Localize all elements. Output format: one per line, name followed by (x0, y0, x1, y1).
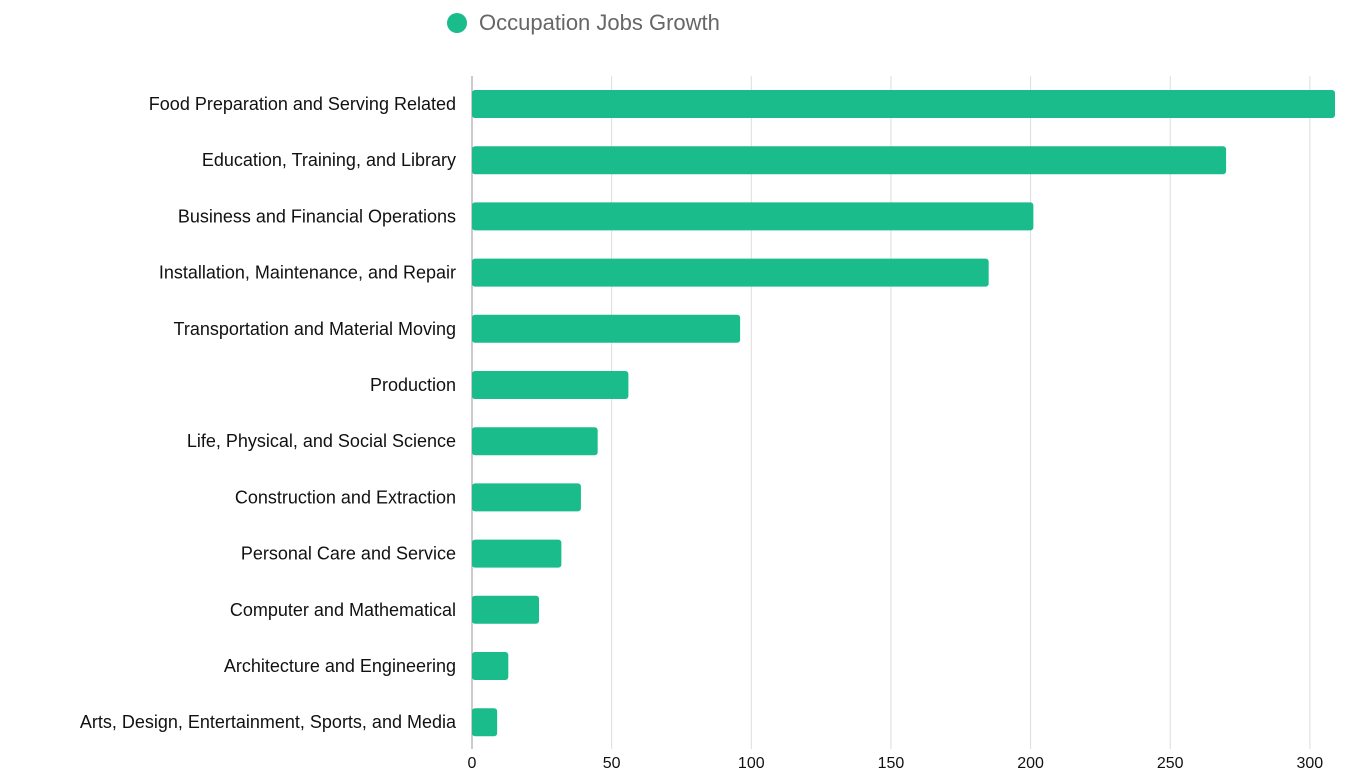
category-label: Installation, Maintenance, and Repair (159, 263, 456, 283)
bar[interactable] (472, 539, 562, 568)
x-tick-labels: 0 50 100 150 200 250 300 (468, 755, 1324, 772)
category-label: Food Preparation and Serving Related (149, 94, 456, 114)
x-tick-label: 100 (738, 755, 765, 772)
category-label: Construction and Extraction (235, 487, 456, 507)
x-tick-label: 250 (1157, 755, 1184, 772)
x-tick-label: 300 (1297, 755, 1324, 772)
bar[interactable] (472, 258, 989, 287)
bar[interactable] (472, 314, 741, 343)
category-label: Production (370, 375, 456, 395)
bar[interactable] (472, 652, 509, 680)
bar[interactable] (472, 146, 1227, 175)
legend-label: Occupation Jobs Growth (479, 10, 720, 35)
x-tick-label: 200 (1017, 755, 1044, 772)
bar[interactable] (472, 708, 498, 737)
category-label: Life, Physical, and Social Science (187, 431, 456, 451)
bar[interactable] (472, 483, 581, 512)
bar[interactable] (472, 202, 1034, 231)
category-label: Architecture and Engineering (224, 656, 456, 676)
category-label: Arts, Design, Entertainment, Sports, and… (80, 712, 457, 732)
bar[interactable] (472, 90, 1335, 118)
bars (472, 90, 1335, 737)
category-label: Education, Training, and Library (202, 150, 456, 170)
legend[interactable]: Occupation Jobs Growth (447, 8, 720, 38)
x-tick-label: 150 (878, 755, 905, 772)
category-label: Personal Care and Service (241, 544, 456, 564)
bar[interactable] (472, 371, 629, 399)
gridlines (471, 76, 1311, 749)
category-labels: Food Preparation and Serving Related Educ… (80, 94, 457, 732)
x-tick-label: 50 (603, 755, 621, 772)
x-tick-label: 0 (468, 755, 477, 772)
category-label: Business and Financial Operations (178, 206, 456, 226)
category-label: Transportation and Material Moving (174, 319, 456, 339)
category-label: Computer and Mathematical (230, 600, 456, 620)
legend-swatch (447, 13, 467, 33)
bar[interactable] (472, 595, 540, 624)
bar[interactable] (472, 427, 598, 456)
